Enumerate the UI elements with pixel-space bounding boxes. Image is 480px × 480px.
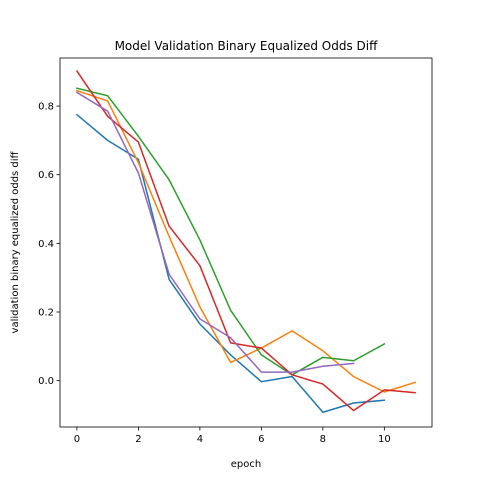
x-tick-label: 8 — [320, 434, 326, 445]
y-tick-label: 0.2 — [38, 308, 54, 319]
x-tick-label: 2 — [135, 434, 141, 445]
series-line-5 — [75, 91, 355, 373]
y-tick-label: 0.6 — [38, 170, 54, 181]
x-axis: 0 2 4 6 8 10 — [74, 427, 391, 445]
x-tick-label: 4 — [197, 434, 203, 445]
y-tick-label: 0.8 — [38, 102, 54, 113]
y-tick-label: 0.0 — [38, 376, 54, 387]
y-tick-label: 0.4 — [38, 239, 54, 250]
x-tick-label: 0 — [74, 434, 80, 445]
plot-area — [75, 69, 417, 413]
chart-title: Model Validation Binary Equalized Odds D… — [115, 39, 379, 53]
y-axis-label: validation binary equalized odds diff — [10, 150, 21, 333]
axes-frame — [59, 57, 433, 428]
series-line-3 — [76, 87, 386, 376]
y-axis: 0.0 0.2 0.4 0.6 0.8 — [38, 102, 60, 387]
series-layer — [75, 69, 417, 413]
series-line-4 — [75, 69, 416, 412]
x-axis-label: epoch — [231, 459, 261, 470]
x-tick-label: 6 — [258, 434, 264, 445]
x-tick-label: 10 — [378, 434, 391, 445]
